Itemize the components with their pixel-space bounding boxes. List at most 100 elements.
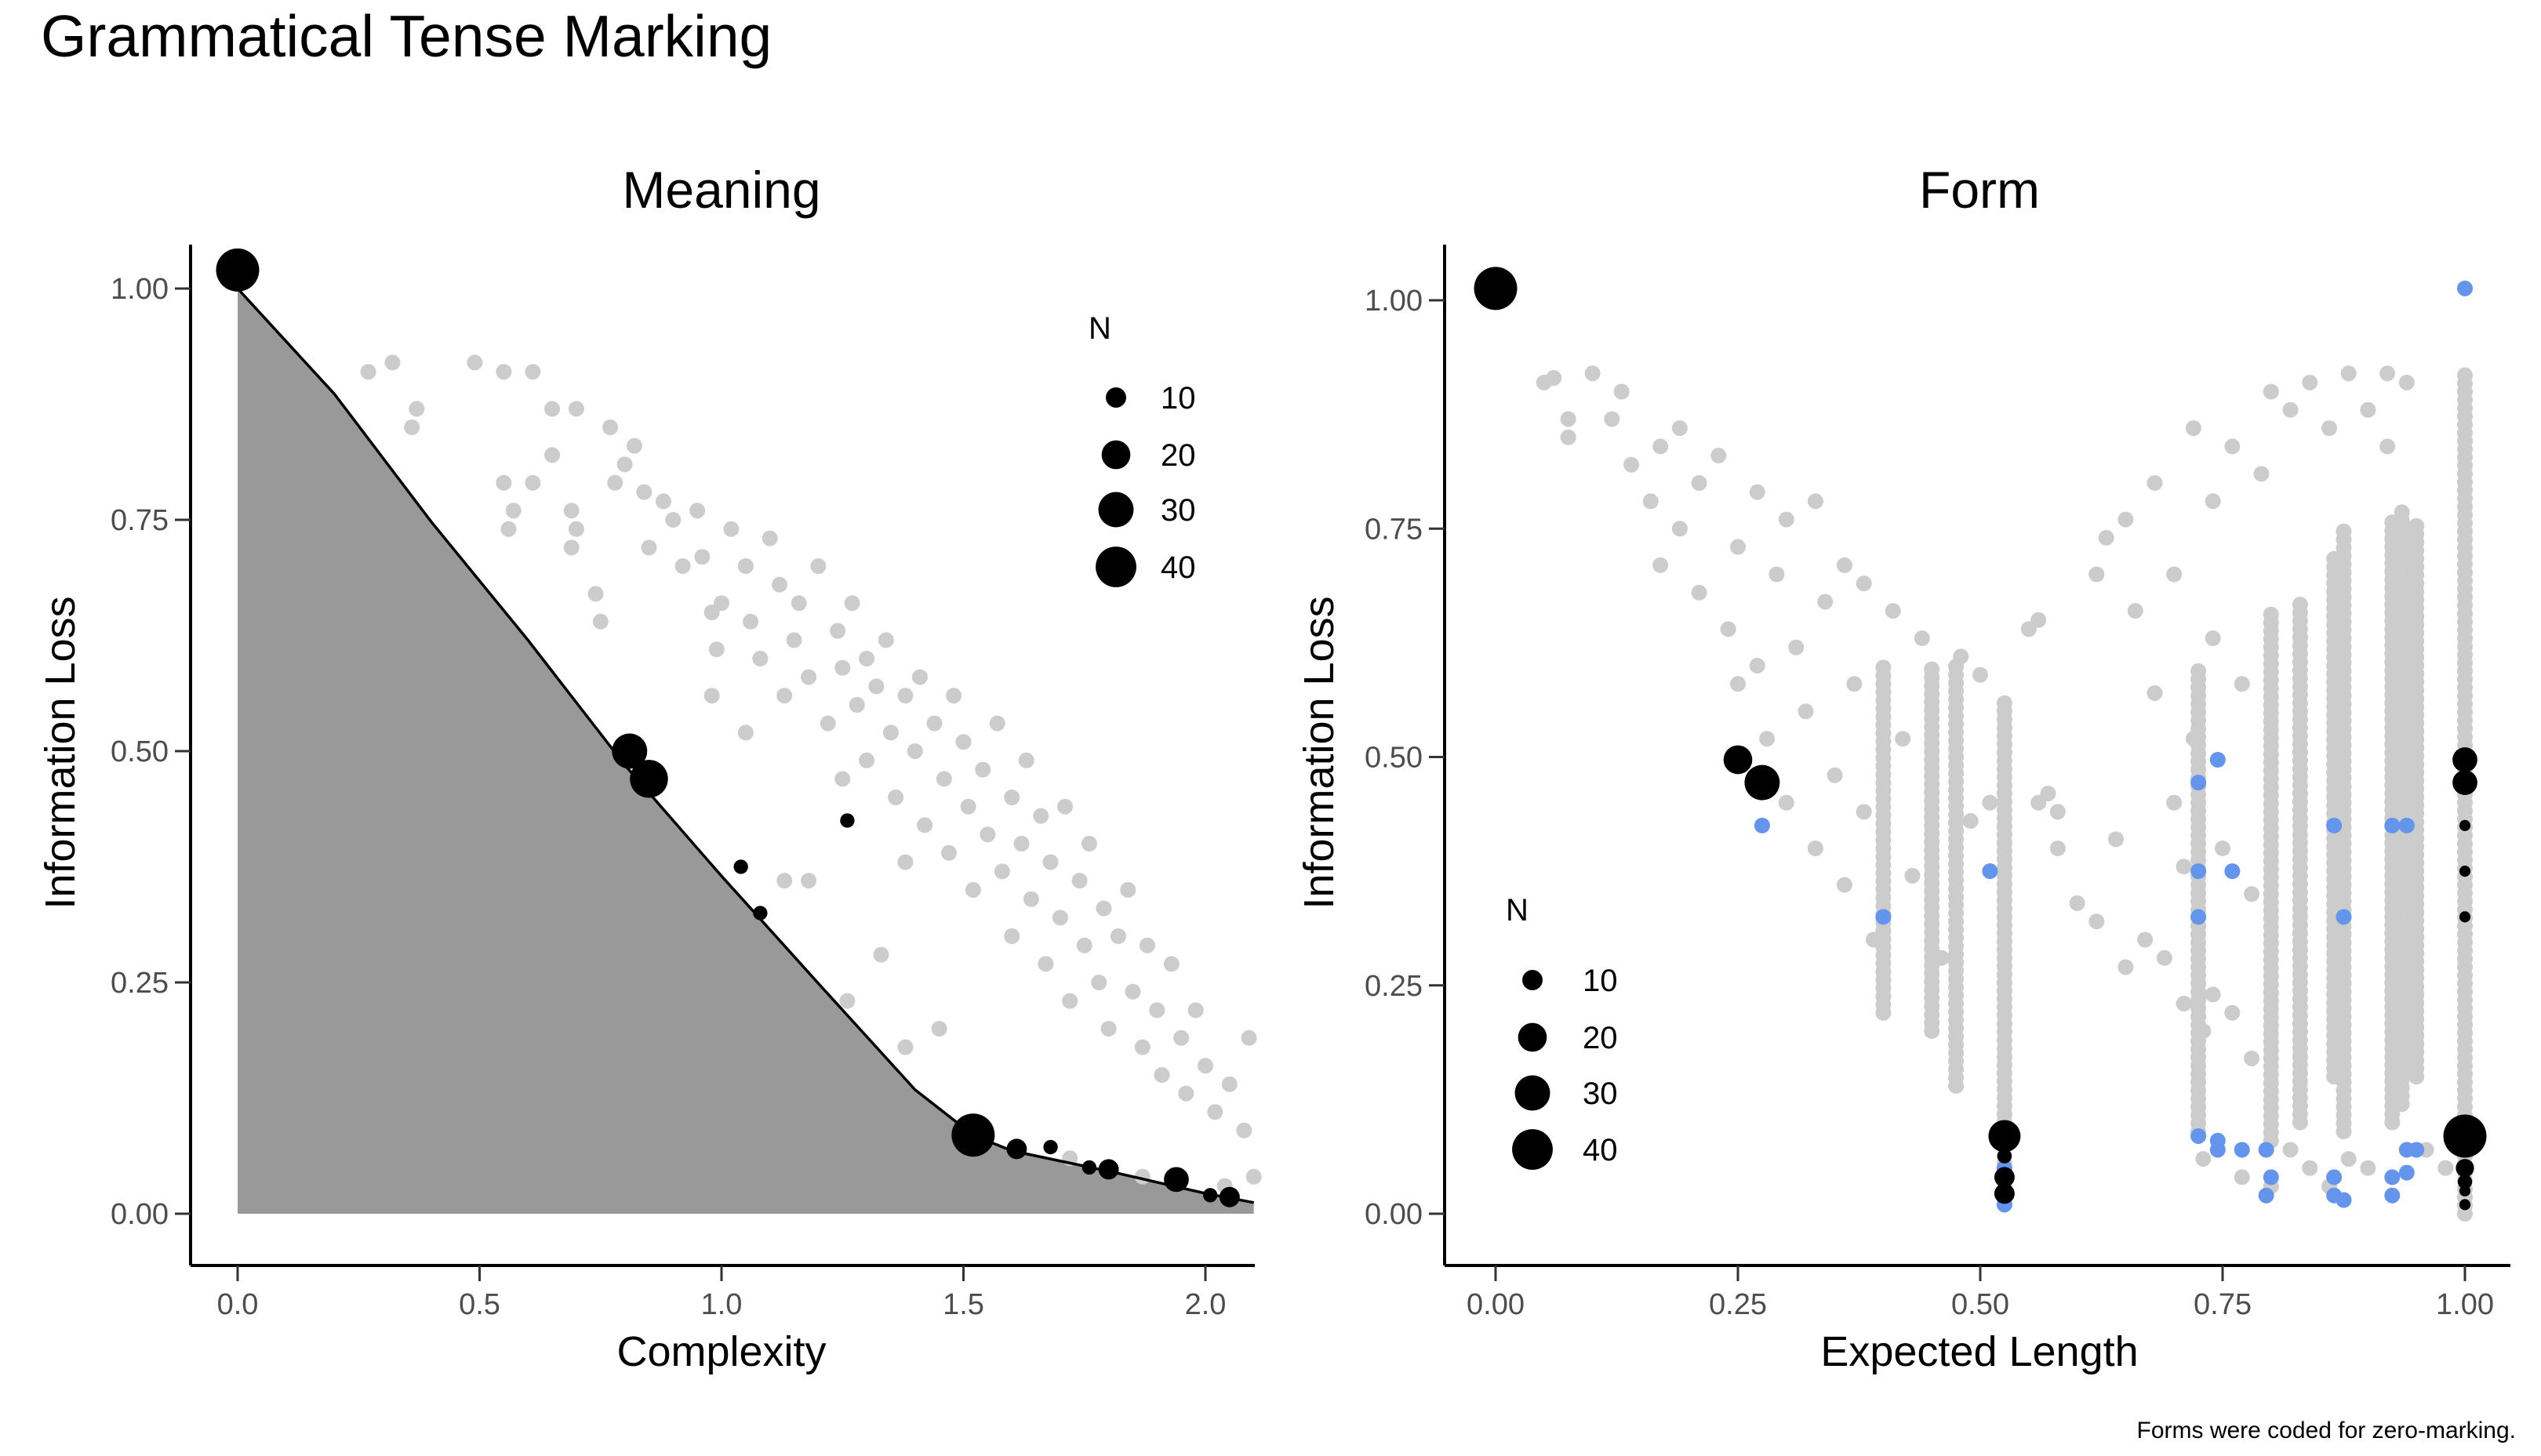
gray-point (1178, 1085, 1194, 1102)
gray-point (1846, 676, 1863, 692)
gray-point (1904, 867, 1921, 884)
zero-marked-point (2398, 1164, 2415, 1181)
gray-point (2185, 420, 2201, 437)
gray-point (496, 474, 512, 491)
gray-point (960, 798, 976, 815)
gray-point (1052, 910, 1068, 926)
gray-point (2224, 438, 2241, 455)
attested-language-point (2459, 819, 2471, 831)
gray-point (1241, 1029, 1257, 1046)
gray-point (917, 817, 933, 833)
gray-point (1221, 1076, 1238, 1092)
meaning-y-axis-label: Information Loss (37, 596, 84, 909)
gray-point (1652, 438, 1669, 455)
gray-point (2215, 841, 2230, 856)
legend-size-key (1518, 1022, 1547, 1052)
gray-point (1982, 794, 1998, 811)
gray-point (2398, 374, 2415, 390)
gray-point (1778, 511, 1794, 528)
meaning-axes: 0.00 0.25 0.50 0.75 1.00 0.0 0.5 1.0 1.5 2.0 (111, 245, 1255, 1321)
gray-point (2137, 931, 2154, 948)
legend-size-key (1096, 546, 1136, 587)
attested-language-point (612, 733, 648, 769)
zero-marked-point (2398, 817, 2415, 833)
gray-point (1207, 1104, 1223, 1120)
gray-point (1110, 928, 1126, 944)
zero-marked-point (2190, 1127, 2207, 1144)
gray-point (849, 697, 865, 713)
gray-point (1953, 648, 1969, 665)
gray-point (2069, 895, 2085, 911)
gray-point (931, 1021, 947, 1037)
zero-marked-point (2258, 1187, 2274, 1204)
zero-marked-point (2336, 909, 2352, 925)
gray-point (694, 549, 711, 565)
gray-point (1042, 854, 1059, 870)
gray-point (2040, 786, 2056, 802)
zero-marked-point (2224, 863, 2241, 880)
gray-point (703, 688, 720, 704)
gray-point (2379, 438, 2396, 455)
gray-point (2205, 630, 2221, 647)
legend-label: 10 (1583, 964, 1618, 998)
gray-point (1198, 1058, 1213, 1074)
gray-point (568, 401, 584, 417)
form-panel-title: Form (1919, 161, 2040, 219)
legend-size-key (1522, 970, 1543, 990)
gray-point (888, 790, 904, 805)
y-tick-label: 0.75 (111, 504, 169, 537)
gray-point (772, 576, 788, 593)
gray-point (636, 484, 653, 500)
gray-point (1710, 448, 1727, 464)
y-tick-label: 0.00 (1365, 1198, 1423, 1231)
legend-title: N (1506, 893, 1529, 928)
gray-point (2147, 684, 2163, 701)
legend-size-key (1101, 440, 1131, 470)
legend-label: 10 (1161, 381, 1196, 416)
attested-language-point (216, 248, 260, 292)
gray-point (1807, 493, 1823, 510)
gray-point (2166, 566, 2183, 583)
gray-point (810, 558, 827, 574)
y-tick-label: 0.50 (1365, 742, 1423, 775)
gray-point (873, 946, 889, 963)
gray-point (2360, 401, 2376, 418)
gray-point (384, 354, 401, 371)
gray-point (1730, 676, 1746, 692)
form-panel: Form Expected Length Information Loss 0.… (1296, 161, 2510, 1375)
zero-marked-point (2326, 817, 2343, 833)
x-tick-label: 2.0 (1185, 1288, 1227, 1321)
gray-point (2408, 517, 2425, 534)
gray-point (1096, 900, 1112, 917)
gray-point (834, 771, 851, 787)
gray-point (525, 474, 541, 491)
gray-point (936, 771, 952, 787)
gray-point (1613, 383, 1630, 400)
gray-point (1004, 790, 1020, 805)
gray-point (844, 595, 860, 612)
zero-marked-point (2336, 1192, 2352, 1208)
gray-point (1778, 794, 1794, 811)
gray-point (834, 659, 851, 676)
gray-point (975, 761, 991, 778)
gray-point (360, 364, 376, 380)
gray-point (1836, 877, 1852, 893)
gray-point (544, 401, 561, 417)
attested-language-point (840, 813, 855, 828)
gray-point (859, 752, 875, 768)
gray-point (1057, 798, 1074, 815)
attested-language-point (1098, 1159, 1119, 1180)
gray-point (2263, 606, 2279, 623)
gray-point (2049, 804, 2066, 820)
form-plot-area (1474, 267, 2487, 1222)
attested-language-point (733, 859, 748, 874)
gray-point (1788, 639, 1805, 655)
gray-point (1671, 420, 1688, 437)
gray-point (1139, 937, 1155, 953)
zero-marked-point (2384, 817, 2401, 833)
gray-point (1033, 808, 1049, 824)
gray-point (1924, 661, 1940, 677)
gray-point (1866, 931, 1882, 948)
gray-point (2292, 596, 2308, 612)
x-tick-label: 0.00 (1467, 1288, 1525, 1321)
